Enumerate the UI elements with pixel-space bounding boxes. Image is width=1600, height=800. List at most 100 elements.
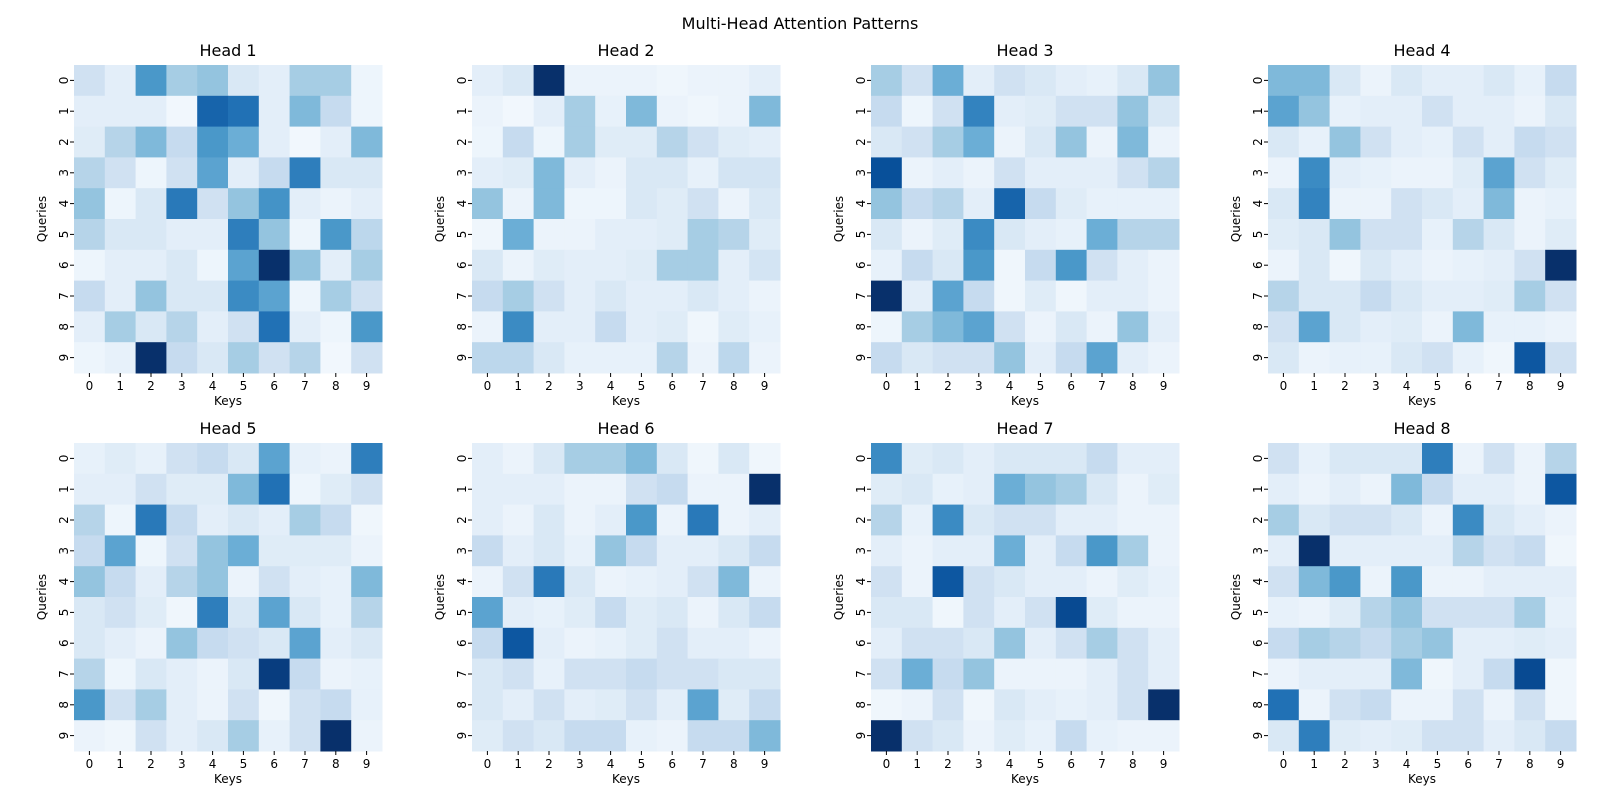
- y-tick-label: 8: [455, 323, 469, 331]
- heatmap-cell: [197, 689, 229, 721]
- heatmap-cell: [1360, 311, 1392, 343]
- x-tick-label: 0: [86, 757, 94, 771]
- heatmap-cell: [1298, 566, 1331, 598]
- heatmap-cell: [1329, 311, 1361, 343]
- x-tick-label: 8: [730, 379, 738, 393]
- heatmap-cell: [74, 566, 106, 598]
- heatmap-cell: [289, 627, 321, 660]
- heatmap-cell: [656, 95, 689, 128]
- heatmap-cell: [994, 720, 1026, 752]
- x-tick-label: 8: [1129, 379, 1137, 393]
- heatmap-cell: [351, 658, 383, 690]
- heatmap-cell: [228, 658, 260, 690]
- panel-title: Head 6: [597, 419, 654, 438]
- heatmap-cell: [1298, 689, 1331, 721]
- heatmap-cell: [626, 126, 658, 158]
- x-tick-label: 6: [1464, 757, 1472, 771]
- heatmap-cell: [564, 311, 596, 343]
- heatmap-cell: [135, 658, 167, 690]
- heatmap-panel: Head 5 0 1 2 3 4 5 6 7 8 9 0 1 2 3 4 5 6 7 8 9 Keys Queries: [35, 419, 383, 786]
- x-tick-label: 2: [944, 379, 952, 393]
- heatmap-cell: [1148, 342, 1180, 374]
- heatmap-cell: [289, 311, 321, 343]
- heatmap-cell: [320, 280, 352, 312]
- heatmap-cell: [595, 95, 627, 128]
- heatmap-cell: [1268, 658, 1300, 690]
- heatmap-cell: [564, 473, 596, 506]
- heatmap-cell: [564, 535, 596, 567]
- heatmap-cell: [1148, 473, 1180, 506]
- heatmap-cell: [626, 658, 658, 690]
- heatmap-cell: [994, 658, 1026, 690]
- heatmap-cell: [994, 342, 1026, 374]
- heatmap-cell: [1055, 219, 1088, 251]
- heatmap-cell: [135, 342, 167, 374]
- heatmap-cell: [1422, 95, 1454, 128]
- heatmap-cell: [1055, 504, 1088, 536]
- heatmap-cell: [289, 126, 321, 158]
- heatmap-cell: [1025, 157, 1057, 189]
- heatmap-cell: [1514, 535, 1546, 567]
- heatmap-cell: [1452, 689, 1485, 721]
- x-tick-label: 6: [668, 379, 676, 393]
- heatmap-cell: [1483, 65, 1515, 97]
- heatmap-cell: [656, 535, 689, 567]
- heatmap-cell: [166, 95, 198, 128]
- heatmap-cell: [1268, 280, 1300, 312]
- heatmap-cell: [932, 249, 964, 282]
- heatmap-cell: [687, 597, 719, 629]
- heatmap-cell: [1268, 689, 1300, 721]
- x-tick-label: 9: [363, 757, 371, 771]
- heatmap-cell: [871, 65, 903, 97]
- heatmap-cell: [74, 280, 106, 312]
- heatmap-cell: [687, 65, 719, 97]
- heatmap-cell: [1025, 95, 1057, 128]
- x-tick-label: 1: [116, 757, 124, 771]
- heatmap-cell: [1483, 342, 1515, 374]
- heatmap-cell: [1055, 126, 1088, 158]
- heatmap-cell: [166, 658, 198, 690]
- y-axis-label: Queries: [1229, 196, 1243, 242]
- heatmap-cell: [1055, 689, 1088, 721]
- heatmap-cell: [533, 342, 565, 374]
- heatmap-cell: [1268, 188, 1300, 220]
- heatmap-cell: [104, 342, 137, 374]
- heatmap-cell: [1025, 126, 1057, 158]
- heatmap-cell: [1545, 720, 1577, 752]
- heatmap-cell: [166, 65, 198, 97]
- heatmap-cell: [1514, 65, 1546, 97]
- heatmap-cell: [533, 627, 565, 660]
- heatmap-cell: [1391, 473, 1423, 506]
- heatmap-cell: [656, 65, 689, 97]
- heatmap-cell: [197, 627, 229, 660]
- heatmap-cell: [1055, 157, 1088, 189]
- heatmap-cell: [1391, 280, 1423, 312]
- y-tick-label: 8: [455, 701, 469, 709]
- heatmap-cell: [1329, 627, 1361, 660]
- heatmap-cell: [963, 443, 995, 475]
- y-tick-label: 6: [1251, 261, 1265, 269]
- heatmap-cell: [1452, 597, 1485, 629]
- heatmap-cell: [289, 249, 321, 282]
- heatmap-cell: [749, 535, 781, 567]
- heatmap-cell: [533, 473, 565, 506]
- heatmap-cell: [901, 157, 934, 189]
- heatmap-cell: [502, 280, 535, 312]
- heatmap-cell: [1545, 188, 1577, 220]
- heatmap-cell: [1117, 566, 1149, 598]
- heatmap-cell: [718, 504, 750, 536]
- heatmap-cell: [1148, 627, 1180, 660]
- heatmap-cell: [1422, 443, 1454, 475]
- x-tick-label: 7: [1098, 757, 1106, 771]
- heatmap-cell: [228, 280, 260, 312]
- heatmap-panel: Head 7 0 1 2 3 4 5 6 7 8 9 0 1 2 3 4 5 6 7 8 9 Keys Queries: [832, 419, 1180, 786]
- x-tick-label: 2: [147, 379, 155, 393]
- y-tick-label: 8: [57, 701, 71, 709]
- heatmap-cell: [228, 342, 260, 374]
- heatmap-cell: [1055, 342, 1088, 374]
- panel-title: Head 3: [996, 41, 1053, 60]
- heatmap-cell: [320, 566, 352, 598]
- heatmap-cell: [687, 443, 719, 475]
- heatmap-cell: [1025, 311, 1057, 343]
- heatmap-cell: [1055, 658, 1088, 690]
